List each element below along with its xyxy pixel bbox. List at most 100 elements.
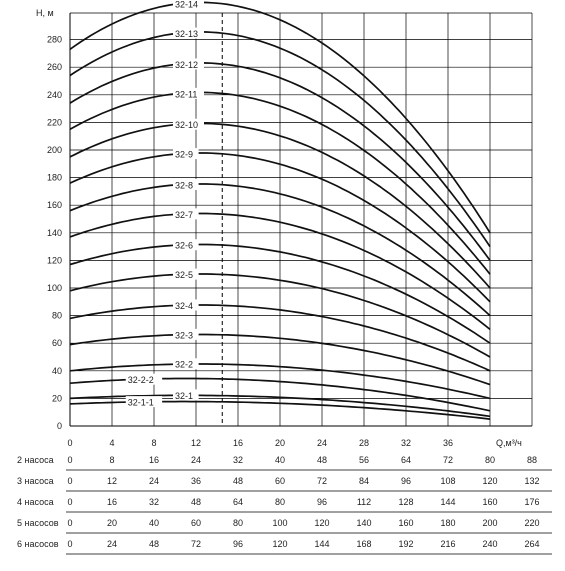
pump-row-value: 84 (359, 476, 369, 486)
series-label-bg (173, 299, 199, 311)
pump-row-value: 0 (67, 455, 72, 465)
pump-row-value: 8 (109, 455, 114, 465)
x-tick-label: 16 (233, 438, 243, 448)
pump-row-value: 48 (191, 497, 201, 507)
pump-row-value: 24 (149, 476, 159, 486)
series-label-bg (173, 358, 199, 370)
pump-row-value: 80 (275, 497, 285, 507)
series-label-bg (173, 148, 199, 160)
series-label: 32-7 (175, 210, 193, 220)
pump-row-value: 0 (67, 539, 72, 549)
pump-row-value: 112 (357, 497, 371, 507)
y-tick-label: 0 (57, 421, 62, 431)
y-tick-label: 160 (47, 200, 62, 210)
pump-row-value: 120 (482, 476, 497, 486)
y-tick-label: 200 (47, 145, 62, 155)
series-label: 32-12 (175, 60, 198, 70)
series-line (69, 212, 491, 331)
series-label-bg (173, 239, 199, 251)
axes: H, м Q,м³/ч 0204060801001201401601802002… (36, 8, 522, 448)
pump-row-label: 2 насоса (17, 455, 54, 465)
pump-row-value: 64 (233, 497, 243, 507)
series-line (69, 394, 491, 418)
series-line (69, 122, 491, 289)
series-line (69, 1, 491, 234)
pump-row-value: 40 (275, 455, 285, 465)
series-label: 32-9 (175, 150, 193, 160)
pump-row-value: 24 (107, 539, 117, 549)
y-tick-label: 40 (52, 366, 62, 376)
pump-row-value: 88 (527, 455, 537, 465)
pump-row-label: 6 насосов (17, 539, 59, 549)
series-label: 32-2-2 (128, 375, 154, 385)
pump-row-value: 96 (317, 497, 327, 507)
pump-row-value: 132 (524, 476, 539, 486)
y-tick-label: 180 (47, 173, 62, 183)
series-line (69, 273, 491, 358)
x-tick-label: 4 (109, 438, 114, 448)
series-label: 32-8 (175, 180, 193, 190)
pump-row-value: 144 (314, 539, 329, 549)
pump-row-value: 120 (272, 539, 287, 549)
pump-row-value: 128 (398, 497, 413, 507)
pump-row-value: 96 (401, 476, 411, 486)
y-tick-label: 260 (47, 62, 62, 72)
series-label-bg (173, 118, 204, 130)
series-line (69, 333, 491, 386)
series-label: 32-3 (175, 330, 193, 340)
x-tick-label: 12 (191, 438, 201, 448)
pump-row-value: 32 (233, 455, 243, 465)
pump-row-value: 140 (356, 518, 371, 528)
series-label: 32-1 (175, 391, 193, 401)
series-label-bg (173, 87, 204, 99)
pump-row-value: 24 (191, 455, 201, 465)
series-line (69, 91, 491, 275)
pump-row-label: 4 насоса (17, 497, 54, 507)
x-tick-label: 8 (151, 438, 156, 448)
series-label: 32-11 (175, 89, 197, 99)
pump-row-value: 72 (317, 476, 327, 486)
y-tick-label: 80 (52, 311, 62, 321)
x-tick-label: 36 (443, 438, 453, 448)
x-tick-label: 20 (275, 438, 285, 448)
pump-row-value: 0 (67, 476, 72, 486)
y-tick-label: 60 (52, 338, 62, 348)
curve-labels: 32-1-1 32-1 32-2-2 32-2 32-3 32-4 32-5 32-6 32-7… (125, 0, 204, 408)
series-label: 32-13 (175, 29, 198, 39)
pump-row-value: 16 (107, 497, 117, 507)
series-label-bg (173, 27, 204, 39)
pump-row-value: 56 (359, 455, 369, 465)
pump-row-label: 3 насоса (17, 476, 54, 486)
x-tick-label: 32 (401, 438, 411, 448)
pump-row-value: 80 (233, 518, 243, 528)
pump-row-value: 216 (440, 539, 455, 549)
x-tick-label: 0 (67, 438, 72, 448)
pump-row-value: 0 (67, 518, 72, 528)
pump-row-value: 100 (272, 518, 287, 528)
series-line (69, 152, 491, 303)
pump-row-value: 240 (482, 539, 497, 549)
series-label: 32-4 (175, 301, 193, 311)
series-line (69, 31, 491, 248)
pump-row-value: 40 (149, 518, 159, 528)
y-tick-label: 220 (47, 117, 62, 127)
x-axis-label: Q,м³/ч (496, 438, 522, 448)
series-label-bg (173, 208, 199, 220)
pump-row-value: 144 (440, 497, 455, 507)
pump-row-value: 64 (401, 455, 411, 465)
pump-row-value: 264 (524, 539, 539, 549)
pump-row-value: 60 (191, 518, 201, 528)
x-tick-label: 28 (359, 438, 369, 448)
pump-row-value: 120 (314, 518, 329, 528)
series-line (69, 304, 491, 372)
series-label: 32-14 (175, 0, 198, 10)
pump-row-value: 12 (107, 476, 117, 486)
pump-row-value: 48 (233, 476, 243, 486)
y-tick-label: 140 (47, 228, 62, 238)
pump-row-value: 36 (191, 476, 201, 486)
grid (69, 12, 533, 427)
pump-row-value: 192 (398, 539, 413, 549)
pump-row-value: 0 (67, 497, 72, 507)
pump-row-value: 176 (524, 497, 539, 507)
